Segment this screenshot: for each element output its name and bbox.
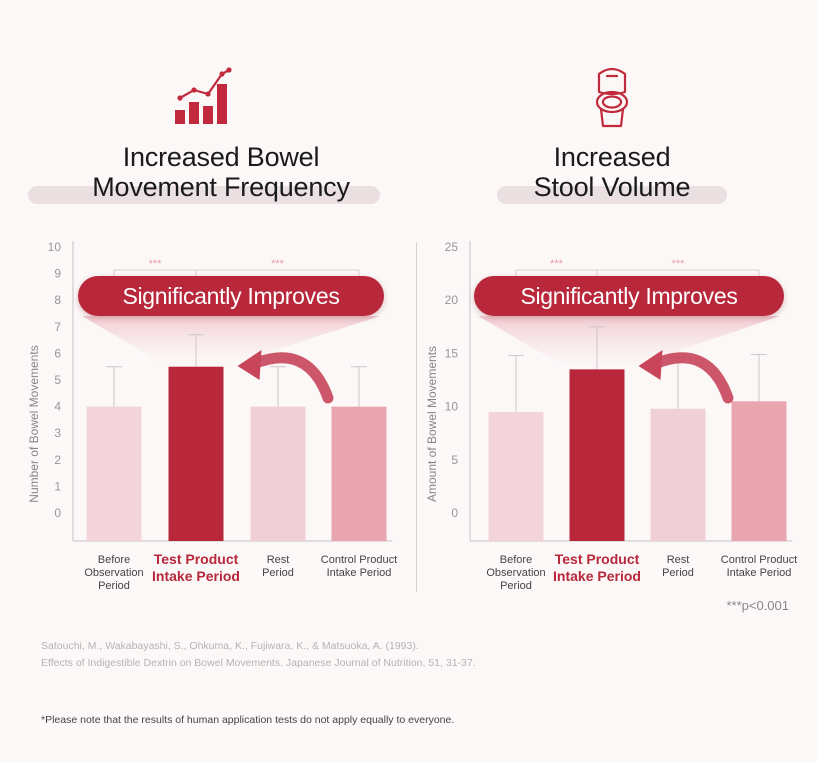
y-tick-label: 3 xyxy=(54,426,61,440)
category-label: Rest Period xyxy=(262,554,294,579)
significance-stars: *** xyxy=(672,258,686,270)
panel-title: Increased Stool Volume xyxy=(533,142,691,202)
arrow-head-icon xyxy=(237,350,262,380)
bar xyxy=(569,369,625,541)
highlight-arrow xyxy=(649,352,734,404)
significance-stars: *** xyxy=(550,258,564,270)
y-tick-label: 15 xyxy=(445,346,459,360)
title-highlight xyxy=(497,186,727,204)
chart-stool-volume: 0 5 10 15 20 25 Amount of Bowel Movements *** **… xyxy=(408,230,816,555)
category-label: Control Product Intake Period xyxy=(720,554,798,579)
y-tick-label: 5 xyxy=(54,373,61,387)
significance-stars: *** xyxy=(149,258,163,270)
spotlight-shape xyxy=(478,316,780,370)
y-axis-label: Number of Bowel Movements xyxy=(27,345,41,502)
panel-volume: Increased Stool Volume xyxy=(408,0,816,600)
highlight-arrow xyxy=(248,352,334,404)
category-label: Test Product Intake Period xyxy=(553,551,641,584)
title-highlight xyxy=(28,186,380,204)
bar xyxy=(650,408,706,541)
spotlight-shape xyxy=(82,316,380,367)
y-tick-label: 20 xyxy=(445,293,459,307)
significance-badge: Significantly Improves xyxy=(474,276,784,316)
category-label: Before Observation Period xyxy=(84,554,144,592)
y-tick-label: 5 xyxy=(451,453,458,467)
y-tick-label: 1 xyxy=(54,479,61,493)
y-tick-label: 0 xyxy=(54,506,61,520)
bar xyxy=(488,411,544,541)
bar xyxy=(168,366,224,541)
significance-badge: Significantly Improves xyxy=(78,276,384,316)
y-axis-label: Amount of Bowel Movements xyxy=(425,346,439,502)
category-label: Before Observation Period xyxy=(486,554,546,592)
significance-stars: *** xyxy=(271,258,285,270)
category-label: Test Product Intake Period xyxy=(152,551,240,584)
reference-line-1: Satouchi, M., Wakabayashi, S., Ohkuma, K… xyxy=(41,640,419,652)
toilet-icon xyxy=(577,62,647,132)
panel-frequency: Increased Bowel Movement Frequency xyxy=(0,0,408,600)
disclaimer: *Please note that the results of human a… xyxy=(41,714,455,726)
p-value-note: ***p<0.001 xyxy=(726,598,789,613)
bar xyxy=(731,401,787,541)
y-tick-label: 10 xyxy=(445,400,459,414)
chart-bowel-frequency: 0 1 2 3 4 5 6 7 8 9 10 Number of Bowel Movements ***… xyxy=(0,230,408,555)
panel-title: Increased Bowel Movement Frequency xyxy=(92,142,350,202)
bar xyxy=(250,406,306,541)
reference-line-2: Effects of Indigestible Dextrin on Bowel… xyxy=(41,657,476,669)
y-tick-label: 10 xyxy=(48,240,62,254)
y-tick-label: 4 xyxy=(54,400,61,414)
y-tick-label: 9 xyxy=(54,267,61,281)
y-tick-label: 25 xyxy=(445,240,459,254)
y-tick-label: 2 xyxy=(54,453,61,467)
arrow-head-icon xyxy=(638,350,663,380)
category-label: Rest Period xyxy=(662,554,694,579)
bar-chart-growth-icon xyxy=(169,62,239,132)
y-tick-label: 0 xyxy=(451,506,458,520)
y-tick-label: 6 xyxy=(54,346,61,360)
bar xyxy=(86,406,142,541)
panel-divider xyxy=(416,242,417,592)
bar xyxy=(331,406,387,541)
y-tick-label: 7 xyxy=(54,320,61,334)
y-tick-label: 8 xyxy=(54,293,61,307)
category-label: Control Product Intake Period xyxy=(320,554,398,579)
